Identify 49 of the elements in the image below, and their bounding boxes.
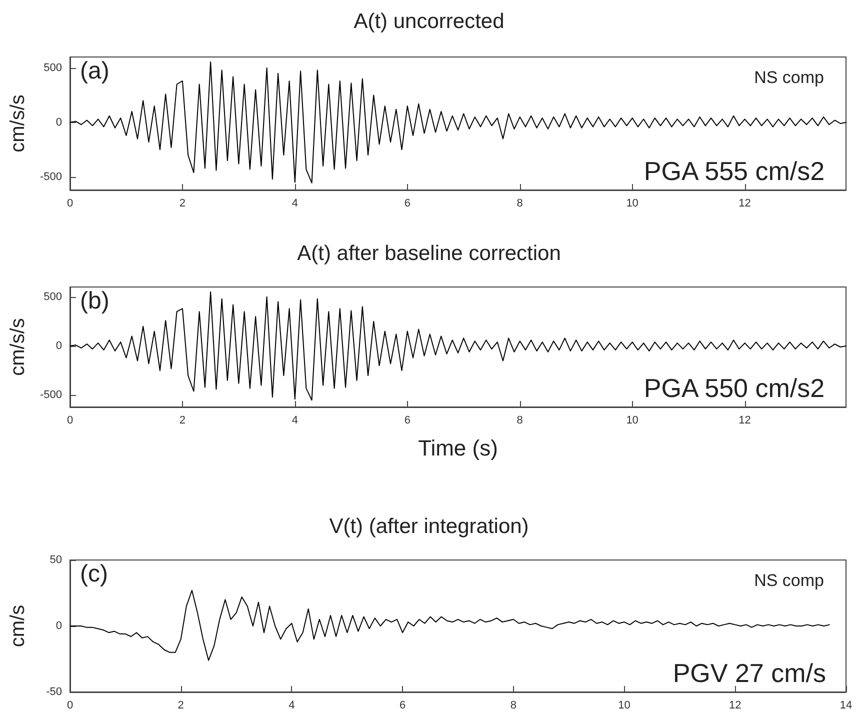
x-tick-label: 6 — [404, 414, 410, 426]
x-tick-label: 10 — [626, 414, 638, 426]
x-tick-label: 8 — [516, 414, 523, 426]
y-tick-label: 500 — [44, 290, 62, 303]
chart-title: V(t) (after integration) — [329, 515, 529, 538]
x-tick-label: 12 — [729, 700, 742, 712]
x-tick-label: 2 — [178, 700, 184, 712]
line-series — [70, 590, 830, 661]
x-tick-label: 8 — [516, 198, 523, 210]
y-tick-label: 500 — [44, 62, 62, 74]
annotation: PGV 27 cm/s — [672, 658, 826, 688]
y-tick-label: 0 — [56, 340, 62, 352]
x-tick-label: 0 — [66, 198, 74, 210]
x-tick-label: 2 — [179, 198, 186, 210]
chart-title: A(t) uncorrected — [354, 10, 504, 33]
x-tick-label: 4 — [292, 414, 298, 426]
y-axis-title: cm/s/s — [7, 318, 29, 376]
x-tick-label: 10 — [618, 700, 630, 712]
x-tick-label: 2 — [179, 414, 186, 426]
annotation: (b) — [80, 288, 110, 314]
x-tick-label: 4 — [288, 700, 295, 712]
annotation: NS comp — [754, 571, 824, 590]
line-series — [70, 291, 846, 401]
x-tick-label: 12 — [738, 414, 751, 426]
y-tick-label: -500 — [40, 170, 62, 183]
y-tick-label: 0 — [56, 116, 62, 128]
y-axis-title: cm/s/s — [7, 94, 29, 152]
x-tick-label: 12 — [738, 198, 751, 210]
x-tick-label: 4 — [292, 198, 298, 210]
x-tick-label: 0 — [66, 700, 74, 712]
annotation: (a) — [80, 58, 110, 84]
y-tick-label: -50 — [46, 686, 62, 698]
y-tick-label: -500 — [40, 389, 62, 402]
y-tick-label: 0 — [56, 620, 62, 632]
y-axis-title: cm/s — [7, 604, 29, 648]
y-tick-label: 50 — [50, 554, 62, 566]
annotation: (c) — [80, 560, 108, 588]
x-tick-label: 14 — [840, 700, 852, 712]
x-tick-label: 8 — [510, 700, 516, 712]
x-axis-title: Time (s) — [418, 436, 498, 460]
x-tick-label: 6 — [404, 198, 410, 210]
annotation: NS comp — [754, 68, 824, 87]
line-series — [70, 61, 846, 184]
annotation: PGA 555 cm/s2 — [644, 156, 825, 186]
chart-title: A(t) after baseline correction — [297, 242, 561, 265]
x-tick-label: 0 — [66, 414, 74, 426]
x-tick-label: 10 — [626, 198, 638, 210]
annotation: PGA 550 cm/s2 — [644, 373, 825, 403]
x-tick-label: 6 — [400, 700, 406, 712]
